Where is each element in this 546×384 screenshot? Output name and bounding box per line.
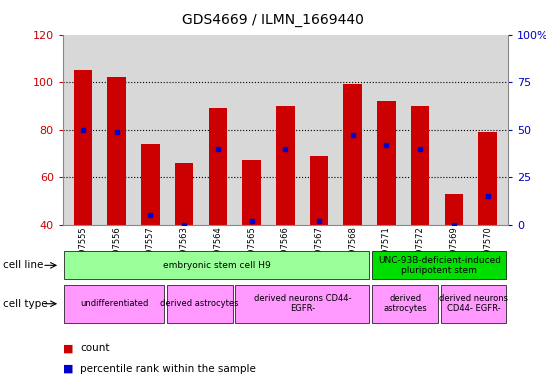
Text: cell line: cell line <box>3 260 43 270</box>
Bar <box>444 194 463 225</box>
Bar <box>235 285 370 323</box>
Bar <box>209 108 227 225</box>
Text: derived
astrocytes: derived astrocytes <box>383 294 427 313</box>
Text: cell type: cell type <box>3 299 48 309</box>
Bar <box>372 252 506 279</box>
Bar <box>74 70 92 225</box>
Text: count: count <box>80 343 110 353</box>
Bar <box>108 77 126 225</box>
Bar <box>64 285 164 323</box>
Bar <box>167 285 233 323</box>
Bar <box>372 285 438 323</box>
Text: derived neurons
CD44- EGFR-: derived neurons CD44- EGFR- <box>439 294 508 313</box>
Text: percentile rank within the sample: percentile rank within the sample <box>80 364 256 374</box>
Bar <box>276 106 294 225</box>
Text: ■: ■ <box>63 343 73 353</box>
Text: GDS4669 / ILMN_1669440: GDS4669 / ILMN_1669440 <box>182 13 364 27</box>
Text: derived astrocytes: derived astrocytes <box>161 299 239 308</box>
Bar <box>478 132 497 225</box>
Text: ■: ■ <box>63 364 73 374</box>
Bar <box>411 106 429 225</box>
Text: embryonic stem cell H9: embryonic stem cell H9 <box>163 261 271 270</box>
Bar <box>141 144 160 225</box>
Bar <box>175 163 193 225</box>
Bar <box>310 156 328 225</box>
Bar <box>242 161 261 225</box>
Text: UNC-93B-deficient-induced
pluripotent stem: UNC-93B-deficient-induced pluripotent st… <box>378 256 501 275</box>
Bar <box>64 252 370 279</box>
Bar <box>343 84 362 225</box>
Text: undifferentiated: undifferentiated <box>80 299 149 308</box>
Bar <box>377 101 396 225</box>
Bar <box>441 285 506 323</box>
Text: derived neurons CD44-
EGFR-: derived neurons CD44- EGFR- <box>254 294 351 313</box>
